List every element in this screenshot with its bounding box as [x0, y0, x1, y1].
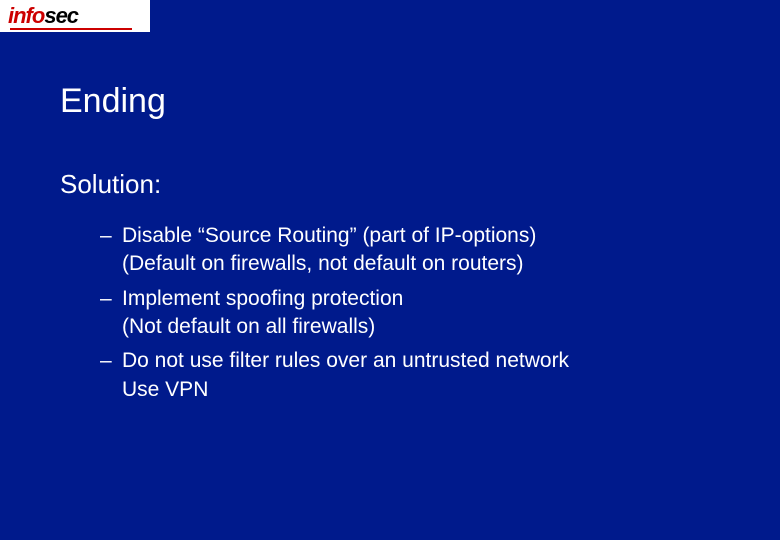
- slide-title: Ending: [60, 82, 720, 121]
- bullet-line: Disable “Source Routing” (part of IP-opt…: [122, 224, 536, 247]
- logo-underline: [10, 28, 132, 30]
- bullet-line: Use VPN: [122, 376, 720, 404]
- logo-part1: info: [8, 3, 44, 28]
- bullet-line: (Default on firewalls, not default on ro…: [122, 250, 720, 278]
- bullet-line: Implement spoofing protection: [122, 287, 403, 310]
- bullet-line: Do not use filter rules over an untruste…: [122, 349, 569, 372]
- bullet-line: (Not default on all firewalls): [122, 313, 720, 341]
- logo: infosec: [8, 3, 78, 29]
- slide-body: Ending Solution: Disable “Source Routing…: [0, 32, 780, 404]
- list-item: Do not use filter rules over an untruste…: [100, 347, 720, 404]
- bullet-list: Disable “Source Routing” (part of IP-opt…: [60, 222, 720, 404]
- list-item: Disable “Source Routing” (part of IP-opt…: [100, 222, 720, 279]
- logo-part2: sec: [44, 3, 78, 28]
- slide-subtitle: Solution:: [60, 169, 720, 200]
- list-item: Implement spoofing protection (Not defau…: [100, 285, 720, 342]
